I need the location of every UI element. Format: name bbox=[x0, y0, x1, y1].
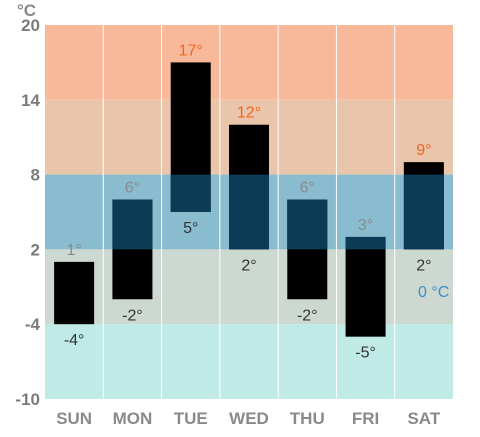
low-label-tue: 5° bbox=[183, 220, 198, 237]
y-tick-label: 8 bbox=[31, 166, 40, 185]
band-0 bbox=[45, 25, 453, 100]
unit-label: °C bbox=[17, 1, 36, 20]
high-label-fri: 3° bbox=[358, 217, 373, 234]
low-label-wed: 2° bbox=[241, 257, 256, 274]
x-tick-label-thu: THU bbox=[290, 409, 325, 428]
low-label-fri: -5° bbox=[355, 345, 376, 362]
band-4 bbox=[45, 324, 453, 399]
bar-overlay-wed bbox=[229, 174, 269, 250]
bars-group bbox=[54, 62, 444, 337]
gridlines bbox=[102, 25, 396, 399]
y-tick-label: 20 bbox=[21, 16, 40, 35]
bar-overlay-tue bbox=[170, 174, 211, 212]
high-label-tue: 17° bbox=[179, 42, 203, 59]
bar-sun bbox=[54, 261, 95, 325]
x-tick-label-tue: TUE bbox=[174, 409, 208, 428]
y-tick-label: 14 bbox=[21, 91, 40, 110]
bar-overlay-sat bbox=[403, 174, 444, 250]
bar-fri bbox=[345, 236, 386, 337]
high-label-mon: 6° bbox=[125, 180, 140, 197]
y-tick-label: 2 bbox=[31, 240, 40, 259]
x-axis: SUN MON TUE WED THU FRI SAT bbox=[56, 409, 441, 428]
y-tick-label: -10 bbox=[15, 390, 40, 409]
x-tick-label-wed: WED bbox=[229, 409, 269, 428]
x-tick-label-sat: SAT bbox=[407, 409, 440, 428]
low-label-mon: -2° bbox=[122, 307, 143, 324]
high-label-wed: 12° bbox=[237, 105, 261, 122]
bar-overlay-thu bbox=[287, 199, 328, 250]
high-label-sun: 1° bbox=[66, 242, 81, 259]
data-labels-group: 1° -4° 6° -2° 17° 5° 12° 2° 6° -2° 3° -5° 9° 2° bbox=[64, 42, 432, 361]
y-axis: 20 14 8 2 -4 -10 bbox=[15, 16, 40, 409]
y-tick-label: -4 bbox=[25, 315, 41, 334]
high-label-thu: 6° bbox=[300, 180, 315, 197]
bar-overlay-mon bbox=[112, 199, 153, 250]
bar-overlay-fri bbox=[345, 236, 386, 250]
low-label-sun: -4° bbox=[64, 332, 85, 349]
zero-degree-label: 0 °C bbox=[418, 284, 449, 301]
x-tick-label-sun: SUN bbox=[56, 409, 92, 428]
low-label-thu: -2° bbox=[297, 307, 318, 324]
low-label-sat: 2° bbox=[416, 257, 431, 274]
x-tick-label-fri: FRI bbox=[352, 409, 379, 428]
high-label-sat: 9° bbox=[416, 142, 431, 159]
x-tick-label-mon: MON bbox=[113, 409, 153, 428]
